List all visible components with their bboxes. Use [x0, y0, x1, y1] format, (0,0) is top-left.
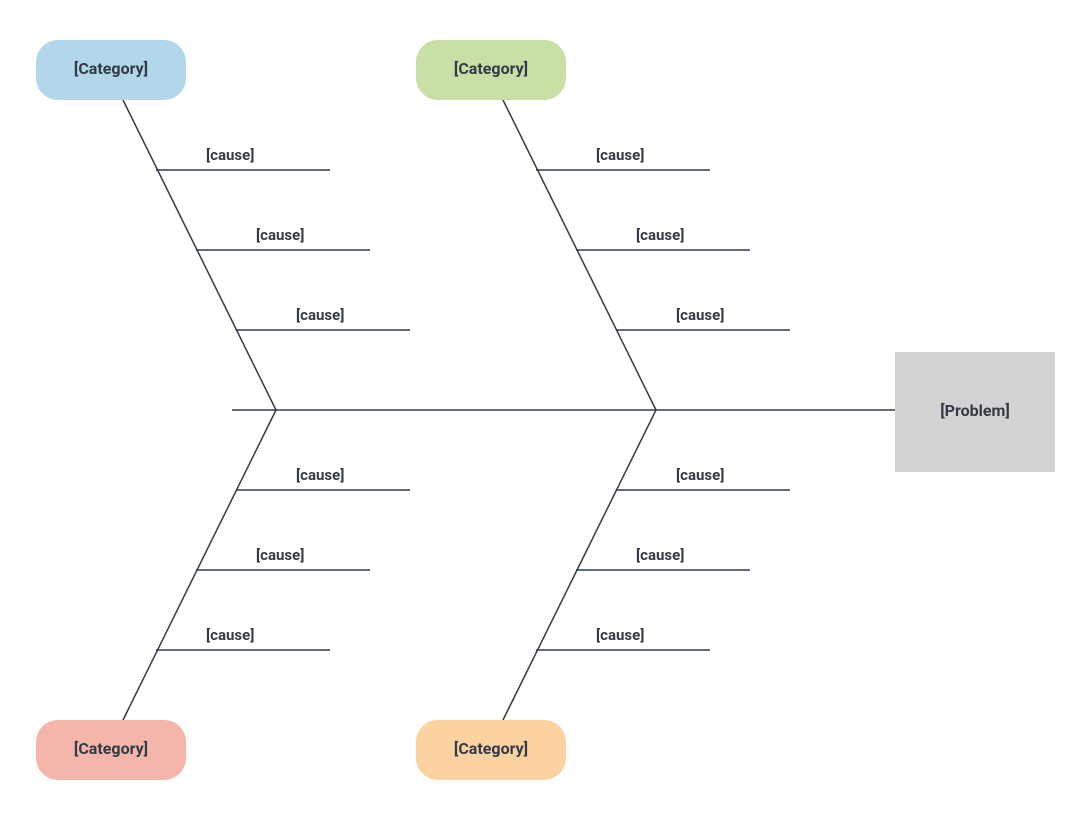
cause-label: [cause]	[676, 306, 724, 324]
category-label-top-left: [Category]	[74, 59, 148, 78]
cause-label: [cause]	[636, 546, 684, 564]
cause-label: [cause]	[596, 626, 644, 644]
problem-label: [Problem]	[940, 401, 1010, 420]
cause-label: [cause]	[296, 306, 344, 324]
cause-label: [cause]	[256, 226, 304, 244]
bone-bottom-right	[503, 410, 656, 720]
cause-label: [cause]	[636, 226, 684, 244]
cause-label: [cause]	[676, 466, 724, 484]
bone-bottom-left	[123, 410, 276, 720]
cause-label: [cause]	[256, 546, 304, 564]
category-label-top-right: [Category]	[454, 59, 528, 78]
category-label-bottom-left: [Category]	[74, 739, 148, 758]
cause-label: [cause]	[596, 146, 644, 164]
fishbone-diagram: [Problem] [cause] [cause] [cause] [Category]…	[0, 0, 1087, 832]
cause-label: [cause]	[206, 626, 254, 644]
cause-label: [cause]	[206, 146, 254, 164]
cause-label: [cause]	[296, 466, 344, 484]
category-label-bottom-right: [Category]	[454, 739, 528, 758]
